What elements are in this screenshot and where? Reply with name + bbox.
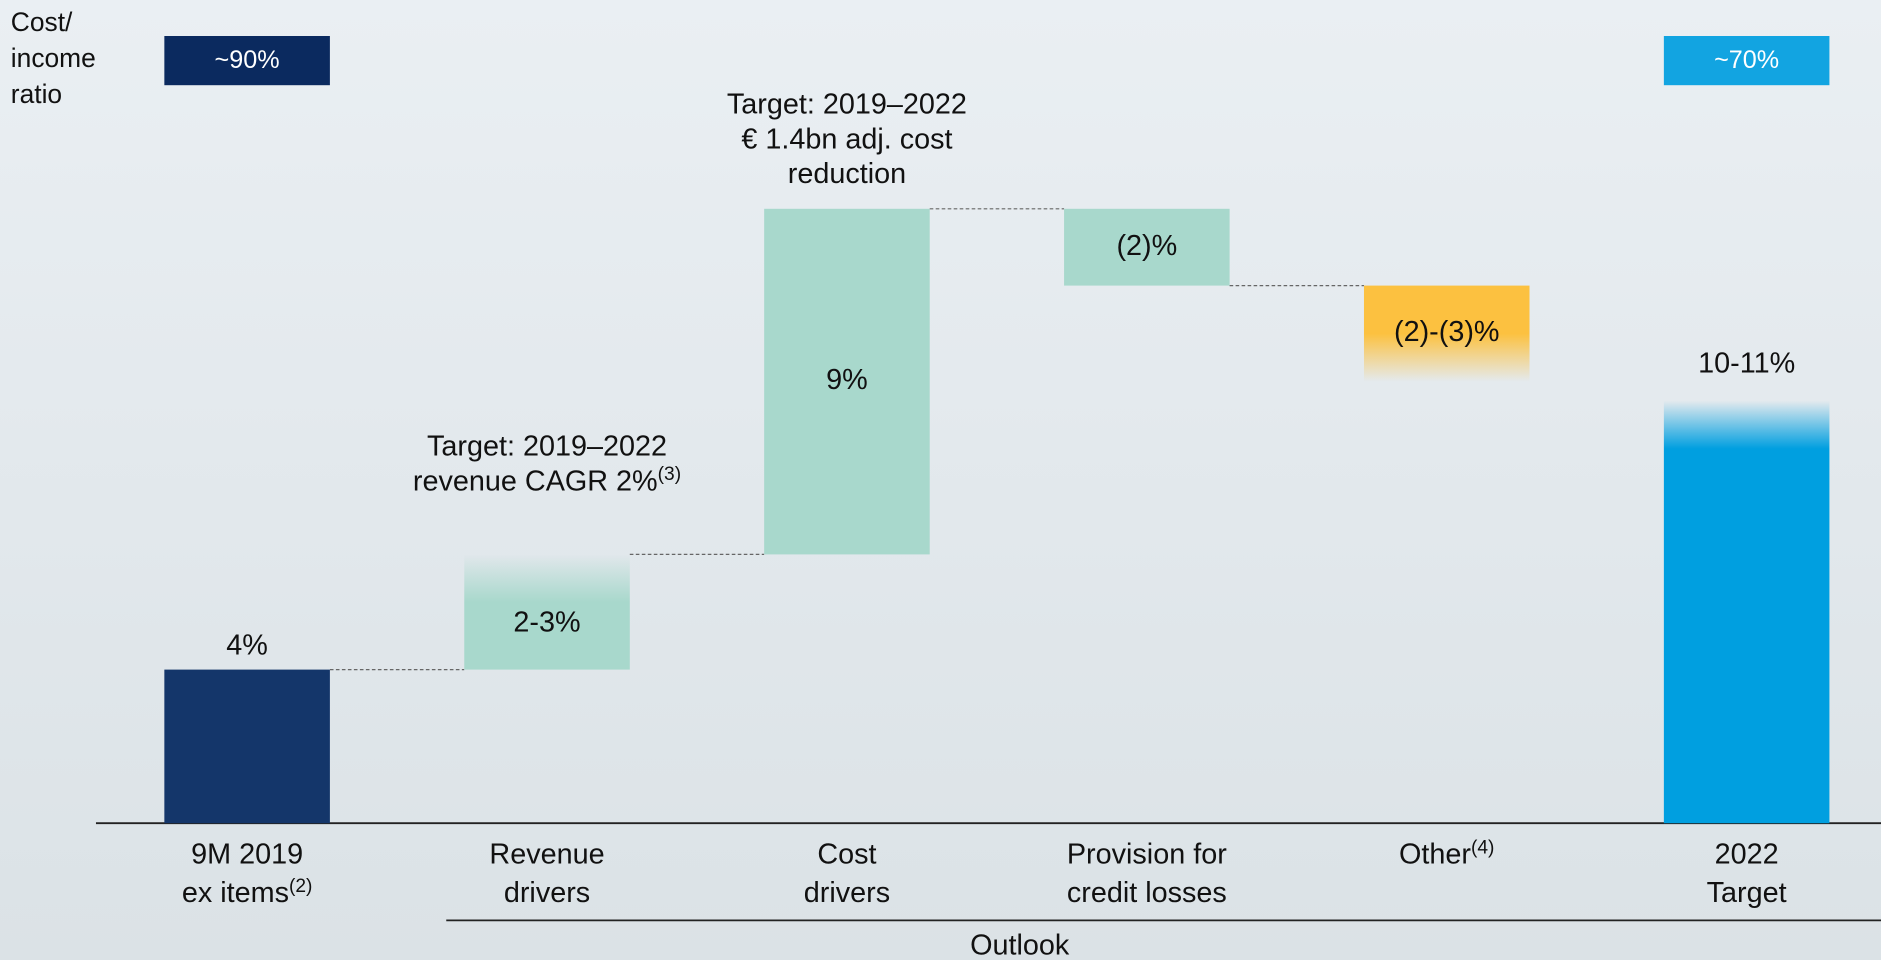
annotation-line: Target: 2019–2022 (727, 88, 967, 120)
category-line: Provision for (1067, 838, 1227, 870)
bar (464, 554, 630, 670)
bar (1064, 208, 1230, 286)
category-line: ex items (182, 877, 289, 909)
bar (764, 208, 930, 555)
category-line: Target (1707, 877, 1787, 909)
bar (1363, 285, 1530, 382)
value-label: 2-3% (513, 607, 580, 639)
x-tick-label: 2022 Target (1707, 838, 1787, 908)
annotation-note: (3) (658, 464, 681, 485)
bar (164, 669, 330, 824)
category-line: 9M 2019 (191, 838, 303, 870)
annotation: Target: 2019–2022 revenue CAGR 2%(3) (413, 430, 681, 497)
ratio-value: ~70% (1714, 46, 1779, 74)
category-note: (4) (1471, 837, 1494, 858)
group-label: Outlook (970, 929, 1070, 960)
annotation-line: € 1.4bn adj. cost (741, 123, 952, 155)
ratio-label: ratio (11, 79, 62, 109)
ratio-value: ~90% (215, 46, 280, 74)
x-tick-label: Revenue drivers (489, 838, 604, 908)
value-label: 4% (226, 629, 268, 661)
x-tick-label: Cost drivers (804, 838, 890, 908)
x-tick-label: Other(4) (1399, 837, 1494, 870)
category-note: (2) (289, 876, 312, 897)
value-label: (2)-(3)% (1394, 316, 1500, 348)
category-line: credit losses (1067, 877, 1227, 909)
ratio-label: income (11, 43, 96, 73)
category-line: Other (1399, 838, 1471, 870)
x-tick-label: 9M 2019 ex items(2) (182, 838, 313, 908)
annotation-line: revenue CAGR 2% (413, 465, 658, 497)
x-tick-label: Provision for credit losses (1067, 838, 1227, 908)
category-line: Revenue (489, 838, 604, 870)
value-label: (2)% (1116, 230, 1177, 262)
ratio-box (1663, 36, 1830, 86)
category-line: drivers (504, 877, 590, 909)
ratio-box (164, 36, 330, 86)
annotation-line: reduction (788, 158, 906, 190)
category-line: 2022 (1715, 838, 1779, 870)
category-line: Cost (817, 838, 876, 870)
ratio-label: Cost/ (11, 7, 73, 37)
annotation-line: Target: 2019–2022 (427, 430, 667, 462)
category-line: drivers (804, 877, 890, 909)
value-label: 10-11% (1698, 347, 1795, 379)
value-label: 9% (826, 364, 868, 396)
annotation: Target: 2019–2022 € 1.4bn adj. cost reduct… (727, 88, 967, 190)
bar (1663, 400, 1830, 824)
